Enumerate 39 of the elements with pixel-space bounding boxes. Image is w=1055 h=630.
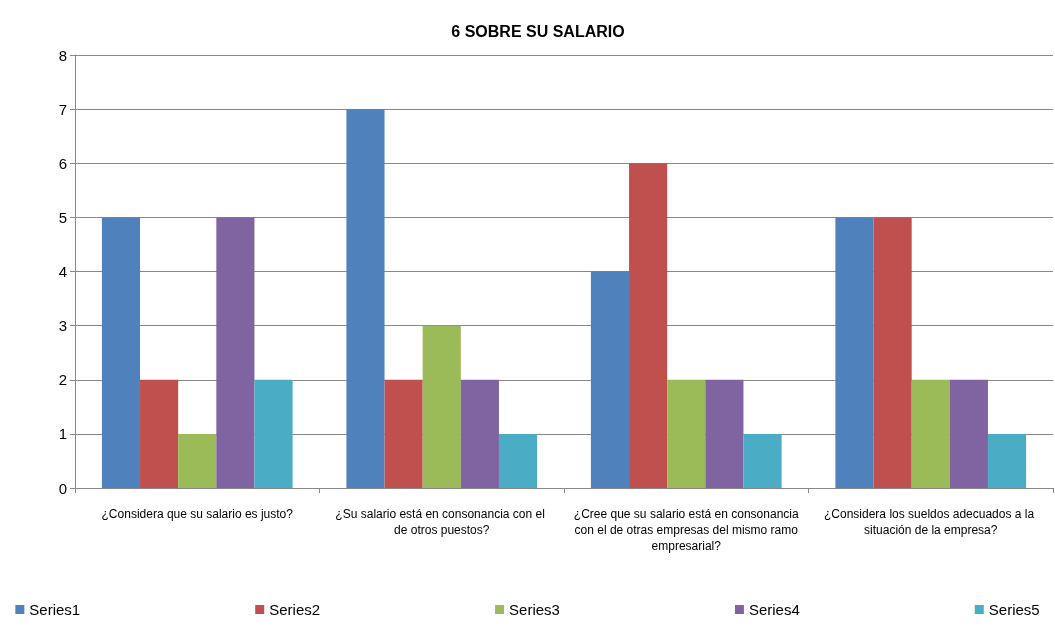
y-tick-label: 3 xyxy=(58,317,67,335)
y-tick-label: 1 xyxy=(58,425,67,443)
bar xyxy=(873,217,912,488)
y-tick-label: 5 xyxy=(58,208,67,226)
bar xyxy=(254,379,293,488)
bar xyxy=(140,379,179,488)
bar xyxy=(178,433,217,488)
legend-label: Series3 xyxy=(509,601,560,618)
bar xyxy=(987,433,1027,488)
bar xyxy=(346,109,385,488)
y-tick-label: 7 xyxy=(58,100,67,118)
bar xyxy=(911,379,950,488)
y-tick-label: 2 xyxy=(58,371,67,389)
chart-title: 6 SOBRE SU SALARIO xyxy=(451,22,625,40)
bar xyxy=(590,271,630,488)
bar xyxy=(629,163,668,488)
y-tick-label: 0 xyxy=(58,479,67,497)
bar xyxy=(384,379,423,488)
legend-label: Series5 xyxy=(988,601,1040,618)
bar xyxy=(667,379,706,488)
x-tick-label: ¿Su salario está en consonancia con el de otros puestos? xyxy=(335,507,549,537)
bar xyxy=(498,433,538,488)
bar xyxy=(705,379,744,488)
bar xyxy=(743,433,782,488)
bar xyxy=(101,217,141,488)
x-tick-label: ¿Considera los sueldos adecuados a la situación de la empresa? xyxy=(824,507,1038,537)
y-tick-label: 8 xyxy=(58,46,67,64)
bar xyxy=(835,217,874,488)
bar xyxy=(422,325,461,488)
x-tick-label: ¿Considera que su salario es justo? xyxy=(101,507,294,521)
y-tick-label: 4 xyxy=(58,263,67,280)
legend-label: Series1 xyxy=(29,601,81,618)
x-tick-label: ¿Cree que su salario está en consonancia con el de otras empresas del mismo ramo empresarial? xyxy=(571,507,802,553)
legend-label: Series4 xyxy=(748,601,800,618)
bar xyxy=(460,379,499,488)
bar xyxy=(216,217,255,488)
bar xyxy=(949,379,988,488)
y-tick-label: 6 xyxy=(58,154,67,172)
legend-label: Series2 xyxy=(269,601,321,618)
